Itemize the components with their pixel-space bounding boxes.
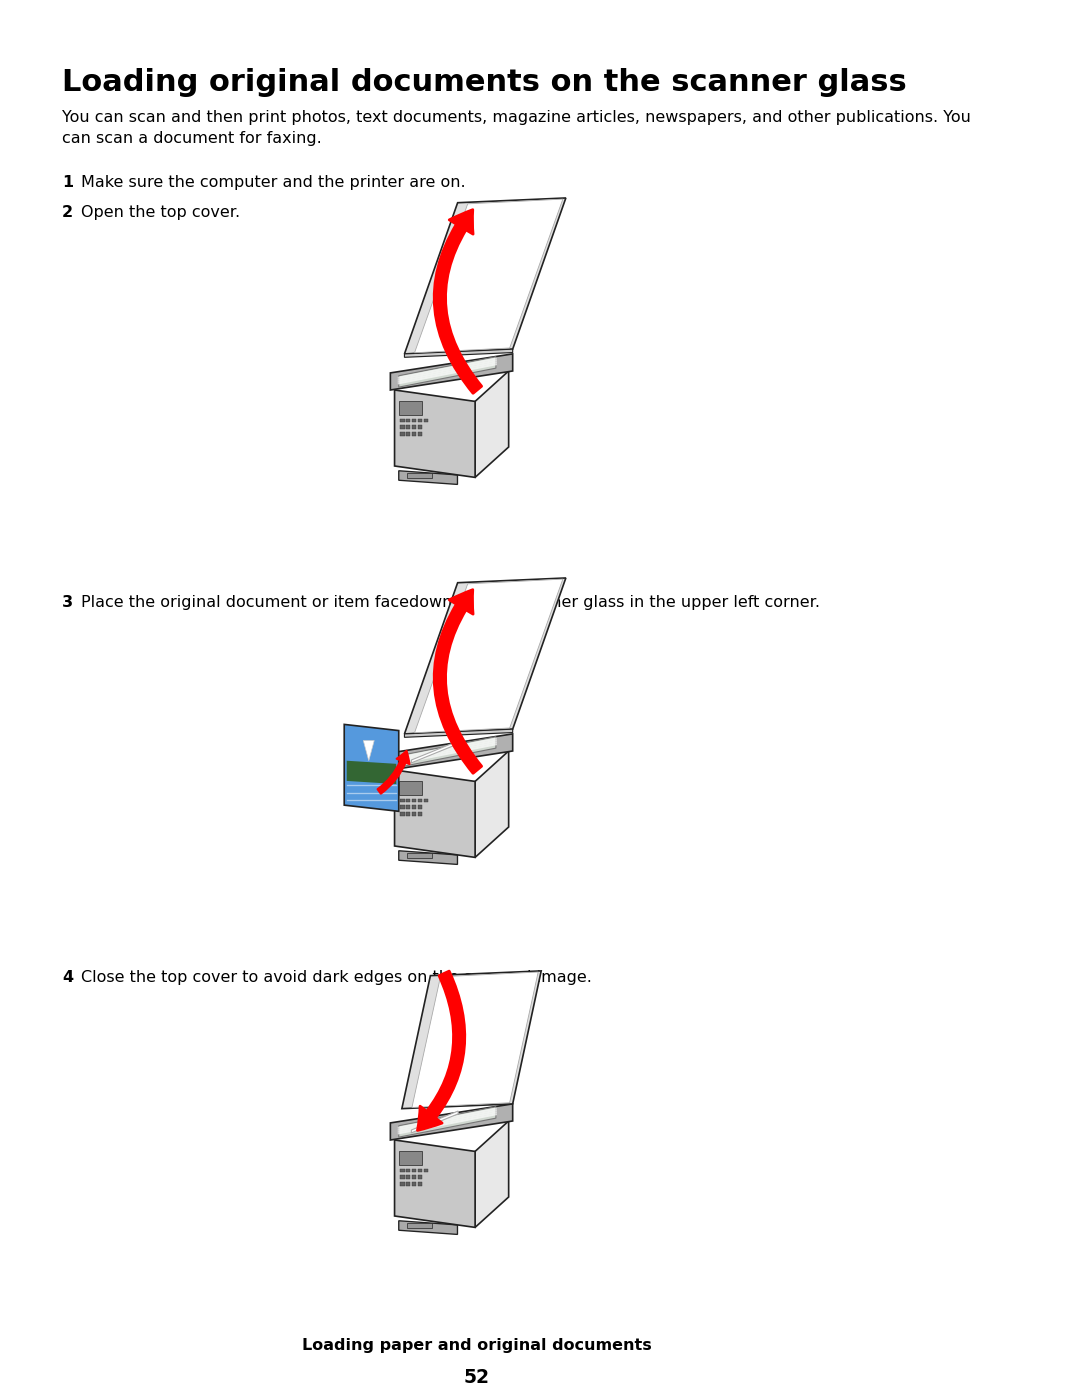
Polygon shape — [399, 471, 458, 485]
Bar — [413, 425, 417, 429]
Text: 1: 1 — [62, 175, 73, 190]
Text: 52: 52 — [464, 1368, 490, 1387]
Bar — [407, 472, 432, 478]
Polygon shape — [411, 740, 458, 763]
Polygon shape — [399, 356, 496, 387]
Bar — [401, 1175, 405, 1179]
Bar — [401, 425, 405, 429]
Polygon shape — [399, 736, 496, 767]
Bar — [413, 432, 417, 436]
Bar — [413, 805, 417, 809]
Bar — [406, 432, 410, 436]
Bar — [424, 799, 428, 802]
Bar — [401, 419, 405, 422]
Polygon shape — [475, 1120, 509, 1228]
Polygon shape — [404, 349, 513, 358]
FancyArrowPatch shape — [418, 971, 464, 1130]
Bar — [401, 432, 405, 436]
Bar — [407, 1222, 432, 1228]
Bar — [401, 1168, 405, 1172]
Bar — [413, 1168, 417, 1172]
Bar — [424, 1168, 428, 1172]
Polygon shape — [390, 1104, 513, 1140]
Bar — [406, 799, 410, 802]
Bar — [399, 401, 422, 415]
FancyArrowPatch shape — [378, 750, 409, 793]
Polygon shape — [363, 740, 374, 761]
Polygon shape — [399, 1221, 458, 1235]
Polygon shape — [394, 390, 475, 478]
Polygon shape — [399, 851, 458, 865]
Polygon shape — [345, 725, 399, 812]
Text: 2: 2 — [62, 205, 73, 219]
Polygon shape — [404, 198, 566, 353]
Polygon shape — [402, 971, 541, 1109]
Text: Place the original document or item facedown on the scanner glass in the upper l: Place the original document or item face… — [81, 595, 821, 610]
Text: Loading paper and original documents: Loading paper and original documents — [302, 1338, 651, 1354]
Bar — [418, 432, 422, 436]
Bar — [399, 781, 422, 795]
Bar — [413, 812, 417, 816]
Polygon shape — [404, 729, 513, 738]
Bar — [418, 805, 422, 809]
Bar — [401, 812, 405, 816]
Bar — [418, 1182, 422, 1186]
Bar — [406, 425, 410, 429]
Polygon shape — [411, 972, 538, 1108]
Text: Make sure the computer and the printer are on.: Make sure the computer and the printer a… — [81, 175, 467, 190]
Bar — [418, 419, 422, 422]
FancyArrowPatch shape — [434, 210, 482, 394]
Polygon shape — [475, 372, 509, 478]
Text: Loading original documents on the scanner glass: Loading original documents on the scanne… — [62, 68, 907, 96]
Polygon shape — [411, 1111, 458, 1133]
Polygon shape — [415, 580, 563, 733]
Bar — [406, 1175, 410, 1179]
Bar — [406, 1168, 410, 1172]
Bar — [424, 419, 428, 422]
Bar — [418, 1175, 422, 1179]
Bar — [418, 1168, 422, 1172]
Bar — [418, 812, 422, 816]
Bar — [407, 852, 432, 858]
Bar — [401, 1182, 405, 1186]
Bar — [406, 419, 410, 422]
Polygon shape — [347, 761, 396, 784]
Bar — [413, 1175, 417, 1179]
Text: Close the top cover to avoid dark edges on the scanned image.: Close the top cover to avoid dark edges … — [81, 970, 592, 985]
Polygon shape — [475, 752, 509, 858]
Bar — [399, 1151, 422, 1165]
Polygon shape — [390, 733, 513, 770]
Text: 4: 4 — [62, 970, 73, 985]
Text: You can scan and then print photos, text documents, magazine articles, newspaper: You can scan and then print photos, text… — [62, 110, 971, 147]
FancyArrowPatch shape — [434, 590, 482, 774]
Bar — [406, 1182, 410, 1186]
Polygon shape — [394, 770, 475, 858]
Text: Open the top cover.: Open the top cover. — [81, 205, 241, 219]
Polygon shape — [399, 1106, 496, 1137]
Bar — [413, 799, 417, 802]
Bar — [406, 805, 410, 809]
Bar — [413, 419, 417, 422]
Polygon shape — [415, 200, 563, 353]
Polygon shape — [394, 1140, 475, 1228]
Polygon shape — [404, 578, 566, 733]
Bar — [418, 799, 422, 802]
Bar — [418, 425, 422, 429]
Bar — [406, 812, 410, 816]
Bar — [401, 799, 405, 802]
Text: 3: 3 — [62, 595, 73, 610]
Polygon shape — [390, 353, 513, 390]
Bar — [413, 1182, 417, 1186]
Bar — [401, 805, 405, 809]
